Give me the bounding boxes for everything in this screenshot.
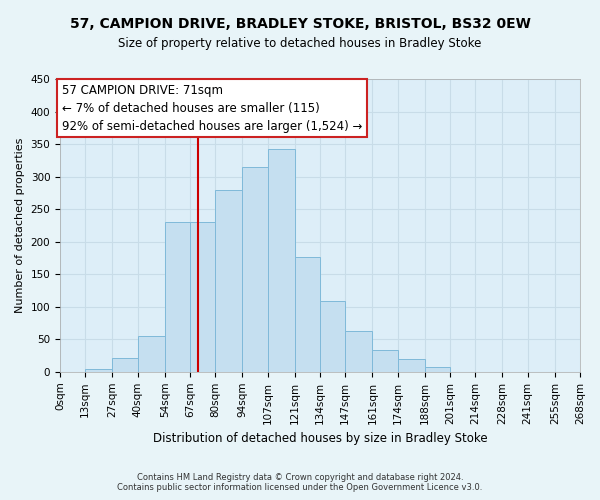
Bar — [398, 360, 425, 372]
Bar — [112, 358, 137, 372]
Bar — [215, 190, 242, 372]
Bar — [373, 350, 398, 372]
Text: 57, CAMPION DRIVE, BRADLEY STOKE, BRISTOL, BS32 0EW: 57, CAMPION DRIVE, BRADLEY STOKE, BRISTO… — [70, 18, 530, 32]
Bar — [425, 368, 450, 372]
Bar — [190, 222, 215, 372]
Text: Contains HM Land Registry data © Crown copyright and database right 2024.
Contai: Contains HM Land Registry data © Crown c… — [118, 473, 482, 492]
Bar — [295, 256, 320, 372]
X-axis label: Distribution of detached houses by size in Bradley Stoke: Distribution of detached houses by size … — [153, 432, 487, 445]
Bar — [268, 150, 295, 372]
Bar — [137, 336, 165, 372]
Text: Size of property relative to detached houses in Bradley Stoke: Size of property relative to detached ho… — [118, 38, 482, 51]
Bar — [242, 167, 268, 372]
Bar — [345, 331, 373, 372]
Text: 57 CAMPION DRIVE: 71sqm
← 7% of detached houses are smaller (115)
92% of semi-de: 57 CAMPION DRIVE: 71sqm ← 7% of detached… — [62, 84, 362, 132]
Bar — [85, 368, 112, 372]
Bar — [320, 301, 345, 372]
Y-axis label: Number of detached properties: Number of detached properties — [15, 138, 25, 313]
Bar — [165, 222, 190, 372]
